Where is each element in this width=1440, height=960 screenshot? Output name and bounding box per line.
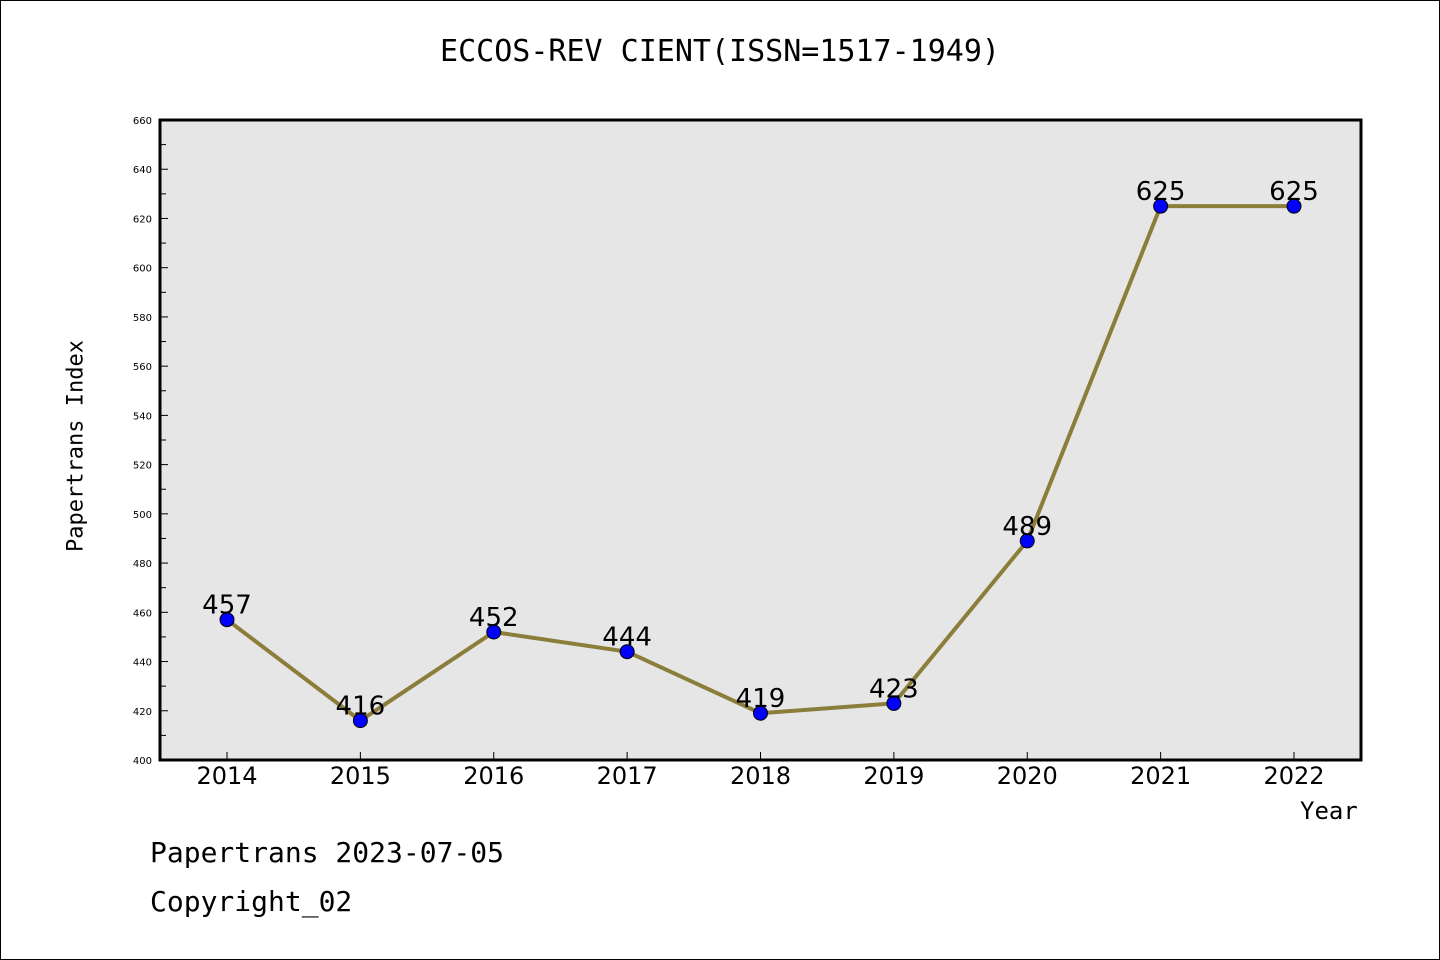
data-point: [1286, 198, 1302, 214]
y-tick-label: 540: [133, 411, 152, 422]
y-tick-label: 560: [133, 362, 152, 373]
y-tick-label: 520: [133, 461, 152, 472]
data-point: [1019, 533, 1035, 549]
y-tick-label: 460: [133, 608, 152, 619]
y-tick-label: 620: [133, 214, 152, 225]
y-tick-label: 600: [133, 264, 152, 275]
data-point: [352, 713, 368, 729]
footer-copyright: Copyright_02: [150, 885, 353, 918]
x-tick-label: 2015: [330, 762, 391, 790]
data-label: 625: [1269, 177, 1319, 207]
y-tick-label: 480: [133, 559, 152, 570]
data-label: 489: [1002, 512, 1052, 542]
plot-area: [160, 120, 1361, 760]
x-tick-label: 2021: [1130, 762, 1191, 790]
y-tick-label: 580: [133, 313, 152, 324]
data-point: [219, 612, 235, 628]
data-point: [619, 644, 635, 660]
y-tick-label: 640: [133, 165, 152, 176]
data-point: [886, 695, 902, 711]
data-label: 419: [736, 684, 786, 714]
data-label: 457: [202, 591, 252, 621]
x-tick-label: 2018: [730, 762, 791, 790]
data-label: 625: [1136, 177, 1186, 207]
x-tick-label: 2016: [463, 762, 524, 790]
data-point: [1153, 198, 1169, 214]
x-tick-label: 2017: [597, 762, 658, 790]
x-tick-label: 2022: [1263, 762, 1324, 790]
data-point: [486, 624, 502, 640]
y-tick-label: 500: [133, 510, 152, 521]
chart-title: ECCOS-REV CIENT(ISSN=1517-1949): [440, 34, 1000, 69]
data-label: 444: [602, 623, 652, 653]
plot-border: [158, 118, 1363, 762]
data-label: 452: [469, 603, 519, 633]
data-label: 416: [336, 692, 386, 722]
x-tick-label: 2014: [196, 762, 257, 790]
x-tick-label: 2020: [997, 762, 1058, 790]
y-tick-label: 660: [133, 116, 152, 127]
data-label: 423: [869, 674, 919, 704]
y-tick-label: 400: [133, 756, 152, 767]
y-tick-label: 420: [133, 707, 152, 718]
y-tick-label: 440: [133, 658, 152, 669]
footer-date: Papertrans 2023-07-05: [150, 836, 505, 869]
data-point: [753, 705, 768, 721]
x-axis-label: Year: [1300, 797, 1358, 825]
x-tick-label: 2019: [863, 762, 924, 790]
